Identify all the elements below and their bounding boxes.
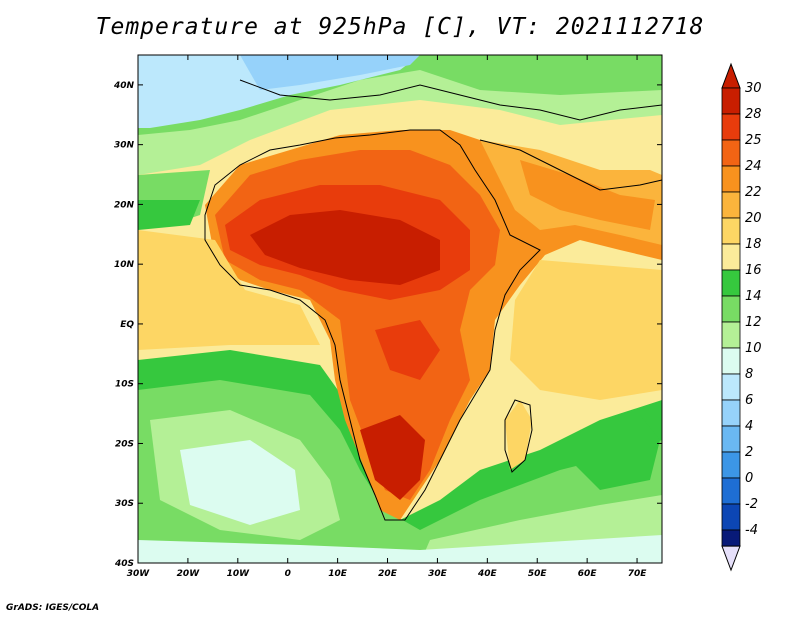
colorbar-swatch xyxy=(721,373,741,401)
colorbar-label: 10 xyxy=(745,341,762,356)
colorbar-swatch xyxy=(721,191,741,219)
lon-tick-label: 50E xyxy=(528,569,548,579)
colorbar-label: 14 xyxy=(745,289,762,304)
colorbar-label: 2 xyxy=(745,445,753,460)
map-title: Temperature at 925hPa [C], VT: 202111271… xyxy=(95,14,705,40)
lat-tick-label: 20N xyxy=(114,200,135,210)
colorbar-swatch xyxy=(721,451,741,479)
colorbar-label: -4 xyxy=(745,523,758,538)
lon-tick-label: 10E xyxy=(328,569,348,579)
colorbar-label: 20 xyxy=(745,211,762,226)
lon-tick-label: 40E xyxy=(477,569,498,579)
lon-tick-label: 10W xyxy=(227,569,251,579)
colorbar-swatch xyxy=(721,425,741,453)
colorbar-label: 28 xyxy=(745,107,762,122)
colorbar-swatch xyxy=(721,347,741,375)
colorbar-label: 12 xyxy=(745,315,762,330)
lon-tick-label: 20E xyxy=(378,569,398,579)
lat-tick-label: 40S xyxy=(114,559,134,569)
colorbar-swatch xyxy=(721,165,741,193)
temperature-field xyxy=(138,55,662,563)
colorbar-label: 25 xyxy=(745,133,762,148)
colorbar-label: 24 xyxy=(745,159,762,174)
colorbar-low-arrow xyxy=(721,545,741,572)
lat-tick-label: 20S xyxy=(115,439,134,449)
colorbar-swatch xyxy=(721,217,741,245)
coastlines xyxy=(204,79,663,521)
lon-tick-label: 30E xyxy=(428,569,448,579)
colorbar-swatch xyxy=(721,503,741,531)
longitude-axis: 30W 20W 10W 0 10E 20E 30E 40E 50E 60E 70E xyxy=(127,55,647,579)
colorbar-label: 22 xyxy=(745,185,762,200)
colorbar-label: 30 xyxy=(745,81,762,96)
colorbar-label: -2 xyxy=(745,497,758,512)
colorbar-high-arrow xyxy=(721,62,741,89)
lat-tick-label: 30S xyxy=(115,499,134,509)
lat-tick-label: 40N xyxy=(113,81,135,91)
lat-tick-label: 10N xyxy=(114,260,135,270)
colorbar-label: 8 xyxy=(745,367,753,382)
colorbar-swatch xyxy=(721,269,741,297)
colorbar-swatch xyxy=(721,295,741,323)
colorbar-label: 4 xyxy=(745,419,753,434)
colorbar-swatch xyxy=(721,139,741,167)
lat-tick-label: 10S xyxy=(115,380,134,390)
plot-frame xyxy=(137,54,663,564)
lon-tick-label: 30W xyxy=(127,569,151,579)
credit-label: GrADS: IGES/COLA xyxy=(6,603,100,613)
latitude-axis: 40N 30N 20N 10N EQ 10S 20S 30S 40S xyxy=(113,81,662,569)
lat-tick-label: 30N xyxy=(114,141,135,151)
lon-tick-label: 0 xyxy=(285,569,291,579)
colorbar-label: 16 xyxy=(745,263,762,278)
colorbar-swatch xyxy=(721,321,741,349)
lon-tick-label: 70E xyxy=(628,569,648,579)
colorbar-swatch xyxy=(721,529,741,547)
lon-tick-label: 20W xyxy=(177,569,201,579)
colorbar-swatch xyxy=(721,87,741,115)
colorbar-swatch xyxy=(721,243,741,271)
colorbar-label: 0 xyxy=(745,471,753,486)
colorbar-swatch xyxy=(721,113,741,141)
colorbar-swatch xyxy=(721,399,741,427)
colorbar-label: 6 xyxy=(745,393,753,408)
colorbar-swatch xyxy=(721,477,741,505)
lat-tick-label: EQ xyxy=(120,320,134,330)
lon-tick-label: 60E xyxy=(578,569,598,579)
colorbar-label: 18 xyxy=(745,237,762,252)
